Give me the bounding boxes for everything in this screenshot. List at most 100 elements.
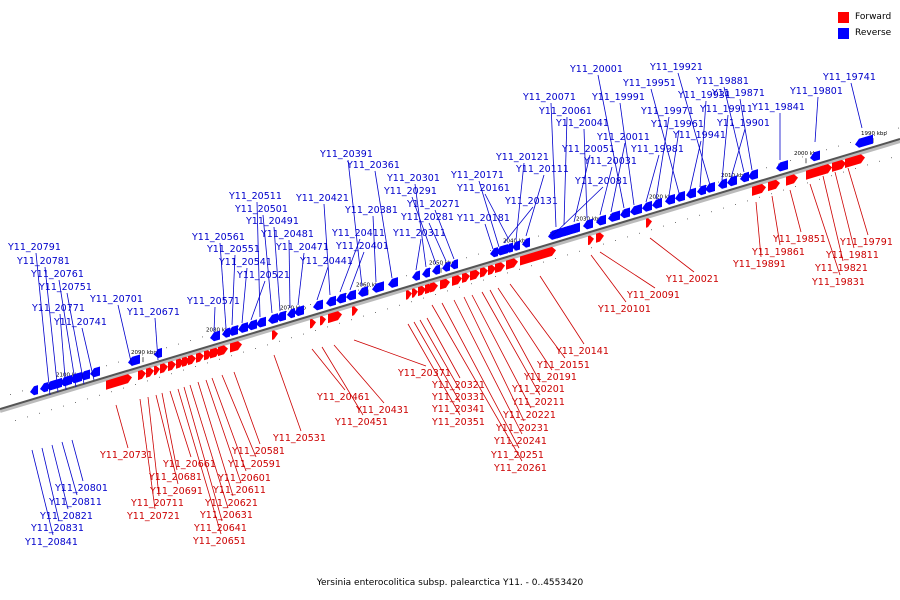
forward-gene-label[interactable]: Y11_20621 [204,498,258,509]
forward-gene[interactable] [272,330,278,340]
reverse-gene[interactable] [512,240,520,251]
forward-gene-label[interactable]: Y11_20651 [192,536,246,547]
reverse-gene-label[interactable]: Y11_20111 [515,164,569,175]
forward-gene[interactable] [646,218,652,228]
reverse-gene-label[interactable]: Y11_20571 [186,296,240,307]
reverse-gene[interactable] [490,247,498,258]
reverse-gene[interactable] [620,207,630,219]
forward-gene-label[interactable]: Y11_20681 [148,472,202,483]
forward-gene-label[interactable]: Y11_20691 [149,486,203,497]
forward-gene-label[interactable]: Y11_20601 [217,473,271,484]
reverse-gene-label[interactable]: Y11_20751 [38,282,92,293]
reverse-gene[interactable] [40,382,48,393]
forward-gene[interactable] [146,367,154,378]
reverse-gene[interactable] [222,327,230,338]
forward-gene-label[interactable]: Y11_20431 [355,405,409,416]
reverse-gene[interactable] [287,308,295,319]
forward-gene-label[interactable]: Y11_20531 [272,433,326,444]
forward-gene-label[interactable]: Y11_20591 [227,459,281,470]
reverse-gene-label[interactable]: Y11_20181 [456,213,510,224]
reverse-gene[interactable] [686,187,696,199]
reverse-gene-label[interactable]: Y11_20521 [236,270,290,281]
reverse-gene-label[interactable]: Y11_19871 [711,88,765,99]
forward-gene[interactable] [406,290,412,300]
forward-gene[interactable] [138,369,146,381]
forward-gene-label[interactable]: Y11_20231 [495,423,549,434]
forward-gene-label[interactable]: Y11_19891 [732,259,786,270]
reverse-gene[interactable] [442,261,450,272]
forward-gene-label[interactable]: Y11_20321 [431,380,485,391]
reverse-gene[interactable] [776,160,788,172]
reverse-gene-label[interactable]: Y11_20121 [495,152,549,163]
reverse-gene[interactable] [642,200,652,212]
reverse-gene-label[interactable]: Y11_19741 [822,72,876,83]
forward-gene-label[interactable]: Y11_20661 [162,459,216,470]
reverse-gene[interactable] [412,270,420,281]
forward-gene-label[interactable]: Y11_20731 [99,450,153,461]
reverse-gene-label[interactable]: Y11_20811 [48,497,102,508]
reverse-gene-label[interactable]: Y11_19801 [789,86,843,97]
reverse-gene[interactable] [855,134,873,148]
reverse-gene[interactable] [422,267,430,278]
forward-gene-label[interactable]: Y11_20461 [316,392,370,403]
forward-gene[interactable] [845,154,865,168]
forward-gene-label[interactable]: Y11_20371 [397,368,451,379]
forward-gene-label[interactable]: Y11_20331 [431,392,485,403]
forward-gene[interactable] [168,360,176,372]
forward-gene-label[interactable]: Y11_20251 [490,450,544,461]
forward-gene[interactable] [452,275,462,286]
forward-gene-label[interactable]: Y11_20241 [493,436,547,447]
reverse-gene-label[interactable]: Y11_20001 [569,64,623,75]
reverse-gene-label[interactable]: Y11_20741 [53,317,107,328]
forward-gene[interactable] [328,311,342,324]
reverse-gene[interactable] [705,182,715,193]
reverse-gene-label[interactable]: Y11_20041 [555,118,609,129]
forward-gene-label[interactable]: Y11_20091 [626,290,680,301]
reverse-gene-label[interactable]: Y11_20511 [228,191,282,202]
reverse-gene[interactable] [372,281,384,293]
reverse-gene[interactable] [583,218,593,230]
reverse-gene-label[interactable]: Y11_19991 [591,92,645,103]
reverse-gene-label[interactable]: Y11_20481 [260,229,314,240]
reverse-gene-label[interactable]: Y11_20301 [386,173,440,184]
reverse-gene[interactable] [596,214,606,226]
reverse-gene-label[interactable]: Y11_20791 [7,242,61,253]
reverse-gene-label[interactable]: Y11_19841 [751,102,805,113]
reverse-gene-label[interactable]: Y11_20291 [383,186,437,197]
reverse-gene-label[interactable]: Y11_19951 [622,78,676,89]
reverse-gene-label[interactable]: Y11_20311 [392,228,446,239]
reverse-gene[interactable] [675,191,685,202]
reverse-gene-label[interactable]: Y11_20411 [331,228,385,239]
forward-gene[interactable] [188,354,196,366]
reverse-gene-label[interactable]: Y11_20081 [574,176,628,187]
reverse-gene-label[interactable]: Y11_20821 [39,511,93,522]
reverse-gene[interactable] [432,264,440,275]
reverse-gene-label[interactable]: Y11_20781 [16,256,70,267]
reverse-gene[interactable] [210,330,220,342]
reverse-gene[interactable] [247,319,257,331]
reverse-gene[interactable] [548,223,578,240]
forward-gene[interactable] [106,374,132,390]
forward-gene-label[interactable]: Y11_20141 [555,346,609,357]
reverse-gene-label[interactable]: Y11_19971 [640,106,694,117]
forward-gene-label[interactable]: Y11_20711 [130,498,184,509]
reverse-gene-label[interactable]: Y11_19881 [695,76,749,87]
forward-gene[interactable] [425,283,433,294]
forward-gene[interactable] [752,183,766,196]
forward-gene[interactable] [204,350,212,361]
reverse-gene-label[interactable]: Y11_20011 [596,132,650,143]
reverse-gene-label[interactable]: Y11_20071 [522,92,576,103]
reverse-gene[interactable] [718,178,727,189]
forward-gene[interactable] [786,174,798,186]
reverse-gene-label[interactable]: Y11_20551 [206,244,260,255]
reverse-gene-label[interactable]: Y11_20051 [561,144,615,155]
forward-gene[interactable] [470,269,480,281]
forward-gene[interactable] [176,358,184,369]
reverse-gene-label[interactable]: Y11_20501 [234,204,288,215]
reverse-gene[interactable] [268,313,278,324]
forward-gene[interactable] [440,278,450,290]
forward-gene-label[interactable]: Y11_20211 [511,397,565,408]
reverse-gene-label[interactable]: Y11_20281 [400,212,454,223]
reverse-gene-label[interactable]: Y11_20491 [245,216,299,227]
reverse-gene-label[interactable]: Y11_20561 [191,232,245,243]
